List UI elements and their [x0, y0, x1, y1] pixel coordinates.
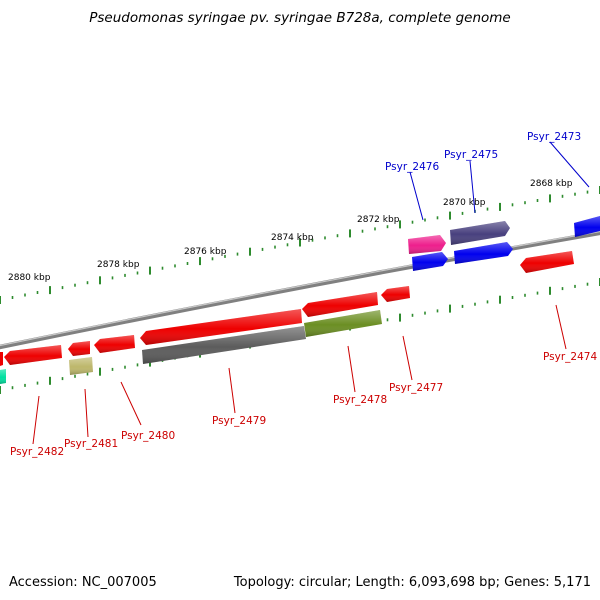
kbp-label: 2878 kbp [97, 260, 140, 270]
kbp-label: 2872 kbp [357, 215, 400, 225]
gene-red-long[interactable] [140, 309, 302, 345]
gene-label[interactable]: Psyr_2477 [389, 382, 443, 394]
kbp-label: 2870 kbp [443, 198, 486, 208]
gene-psyr-2481[interactable] [68, 341, 90, 356]
gene-label[interactable]: Psyr_2480 [121, 430, 175, 442]
gene-red-2478[interactable] [302, 292, 378, 317]
gene-psyr-2479[interactable] [142, 326, 306, 364]
gene-label[interactable]: Psyr_2478 [333, 394, 387, 406]
genome-summary-text: Topology: circular; Length: 6,093,698 bp… [233, 575, 591, 590]
gene-psyr-2478[interactable] [304, 310, 382, 337]
gene-psyr-2480[interactable] [94, 335, 135, 353]
lower-strand-genes [0, 251, 574, 384]
gene-psyr-2474[interactable] [520, 251, 574, 273]
callout-lines [32, 141, 590, 445]
gene-psyr-2475[interactable] [450, 221, 510, 245]
upper-strand-genes [408, 216, 600, 271]
kbp-label: 2868 kbp [530, 179, 573, 189]
kbp-scale-labels: 2880 kbp 2878 kbp 2876 kbp 2874 kbp 2872… [8, 179, 573, 283]
gene-psyr-2481-khaki[interactable] [69, 357, 93, 375]
gene-label[interactable]: Psyr_2474 [543, 351, 597, 363]
kbp-label: 2876 kbp [184, 247, 227, 257]
gene-label[interactable]: Psyr_2476 [385, 161, 439, 173]
accession-text: Accession: NC_007005 [9, 575, 157, 590]
gene-label[interactable]: Psyr_2479 [212, 415, 266, 427]
gene-psyr-2477[interactable] [381, 286, 410, 302]
genome-backbone [0, 230, 600, 350]
gene-label[interactable]: Psyr_2482 [10, 446, 64, 458]
gene-label[interactable]: Psyr_2473 [527, 131, 581, 143]
gene-blue-small[interactable] [412, 252, 448, 271]
gene-label[interactable]: Psyr_2475 [444, 149, 498, 161]
gene-red-edge[interactable] [0, 352, 3, 366]
gene-psyr-2476[interactable] [408, 235, 446, 254]
gene-psyr-2482[interactable] [4, 345, 62, 365]
gene-psyr-2473[interactable] [574, 216, 600, 237]
kbp-label: 2880 kbp [8, 273, 51, 283]
gene-teal-edge[interactable] [0, 369, 6, 384]
genome-backbone-highlight [0, 230, 600, 347]
map-title: Pseudomonas syringae pv. syringae B728a,… [89, 10, 511, 26]
gene-labels: Psyr_2476 Psyr_2475 Psyr_2473 Psyr_2482 … [10, 131, 597, 458]
kbp-label: 2874 kbp [271, 233, 314, 243]
gene-label[interactable]: Psyr_2481 [64, 438, 118, 450]
gene-blue-long[interactable] [454, 242, 513, 264]
